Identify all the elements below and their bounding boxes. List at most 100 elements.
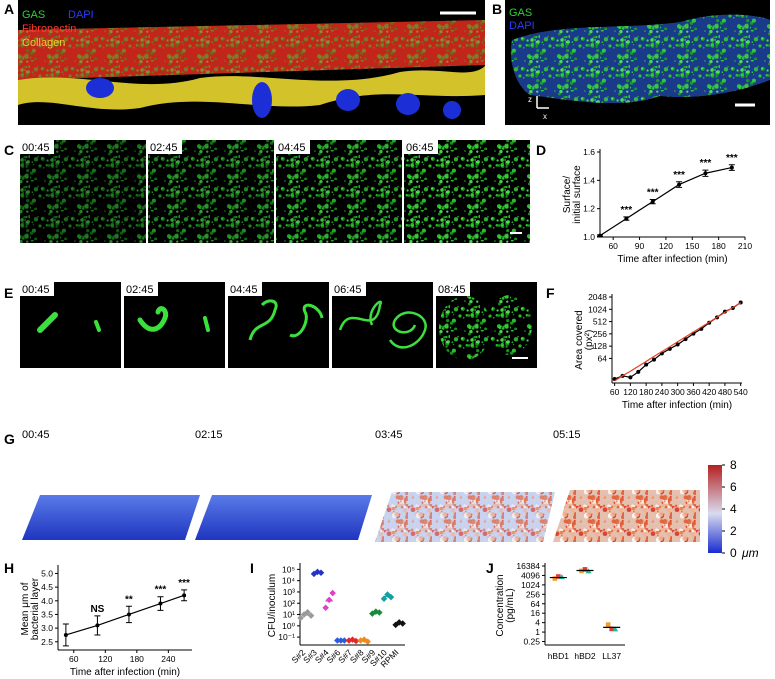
data-point (307, 612, 315, 619)
colorbar (708, 465, 722, 553)
surface-heat (375, 492, 555, 542)
image-e (20, 282, 121, 368)
time-box (404, 140, 438, 154)
data-point (644, 362, 649, 367)
y-axis-label: (px²) (584, 330, 595, 351)
x-tick-label: 150 (685, 241, 699, 251)
colorbar-tick-label: 0 (730, 546, 737, 560)
y-tick-label: 10⁴ (282, 576, 295, 586)
error-bar (181, 589, 188, 602)
chain (203, 316, 210, 332)
chain (248, 299, 324, 341)
time-label: 05:15 (553, 429, 581, 441)
time-label: 06:45 (334, 284, 362, 296)
x-tick-label: 300 (671, 387, 685, 397)
error-bar (702, 169, 709, 177)
data-point (609, 626, 614, 632)
data-point (322, 604, 329, 611)
colorbar-tick-label: 4 (730, 502, 737, 516)
error-bar (62, 623, 69, 647)
x-tick-label: 90 (635, 241, 645, 251)
legend-text: Fibronectin (22, 23, 76, 35)
x-tick-label: 360 (686, 387, 700, 397)
y-tick-label: 256 (593, 329, 607, 339)
y-tick-label: 16 (531, 608, 541, 618)
y-tick-label: 10² (283, 598, 295, 608)
legend-text: Collagen (22, 37, 65, 49)
y-axis-label: CFU/inoculum (267, 574, 278, 637)
y-tick-label: 1.4 (583, 175, 595, 185)
legend-text: GAS (509, 7, 532, 19)
x-axis-label: Time after infection (min) (70, 667, 180, 678)
time-box (20, 140, 54, 154)
annotation: *** (178, 578, 190, 589)
biofilm (276, 140, 402, 243)
y-tick-label: 1.0 (583, 232, 595, 242)
time-box (228, 282, 262, 296)
panel-label: J (486, 560, 494, 576)
y-tick-label: 10⁻¹ (278, 632, 295, 642)
y-axis-label: Area covered (574, 310, 585, 369)
y-tick-label: 4.5 (41, 582, 53, 592)
y-axis-label: Surface/ (562, 176, 573, 213)
axis-label: x (543, 112, 547, 121)
time-label: 06:45 (406, 142, 434, 154)
x-tick-label: hBD2 (574, 651, 596, 661)
y-tick-label: 16384 (516, 561, 540, 571)
legend-text: DAPI (509, 20, 535, 32)
surface-heat (553, 490, 700, 542)
nucleus (443, 101, 461, 119)
time-box (276, 140, 310, 154)
axis-label: z (528, 95, 532, 104)
colorbar-tick-label: 6 (730, 480, 737, 494)
time-label: 04:45 (278, 142, 306, 154)
x-axis-label: Time after infection (min) (622, 400, 732, 411)
time-label: 02:15 (195, 429, 223, 441)
annotation: *** (673, 170, 685, 181)
data-point (552, 576, 558, 581)
time-box (20, 282, 54, 296)
y-axis-label: initial surface (572, 165, 583, 224)
x-tick-label: 240 (161, 654, 175, 664)
error-bar (649, 198, 656, 205)
time-label: 00:45 (22, 142, 50, 154)
panel-label: H (4, 560, 14, 576)
time-box (124, 282, 158, 296)
error-bar (157, 596, 164, 611)
annotation: *** (700, 158, 712, 169)
time-label: 00:45 (22, 429, 50, 441)
gas-layer (18, 20, 485, 80)
data-point (675, 342, 680, 347)
y-tick-label: 1.6 (583, 147, 595, 157)
y-tick-label: 10¹ (283, 610, 295, 620)
legend-text: DAPI (68, 9, 94, 21)
error-bar (125, 605, 132, 624)
data-point (387, 593, 395, 601)
panel-label: E (4, 285, 13, 301)
time-label: 04:45 (230, 284, 258, 296)
error-bar (597, 234, 603, 237)
y-tick-label: 512 (593, 317, 607, 327)
chain (338, 300, 427, 349)
data-point (297, 614, 304, 622)
data-point (304, 608, 311, 616)
images (18, 0, 770, 553)
x-tick-label: hBD1 (548, 651, 570, 661)
nucleus (252, 82, 272, 118)
y-tick-label: 10³ (283, 587, 295, 597)
x-tick-label: 180 (639, 387, 653, 397)
biofilm (404, 140, 530, 243)
y-tick-label: 128 (593, 341, 607, 351)
colorbar-tick-label: 8 (730, 458, 737, 472)
image-e (228, 282, 329, 368)
microcolony (488, 295, 532, 355)
y-tick-label: 1.2 (583, 204, 595, 214)
x-tick-label: 60 (610, 387, 620, 397)
panel-label: I (250, 560, 254, 576)
y-tick-label: 1 (535, 627, 540, 637)
colorbar-tick-label: 2 (730, 524, 737, 538)
data-point (380, 595, 388, 603)
y-tick-label: 64 (598, 353, 608, 363)
chain (137, 306, 169, 332)
y-tick-label: 2.5 (41, 637, 53, 647)
